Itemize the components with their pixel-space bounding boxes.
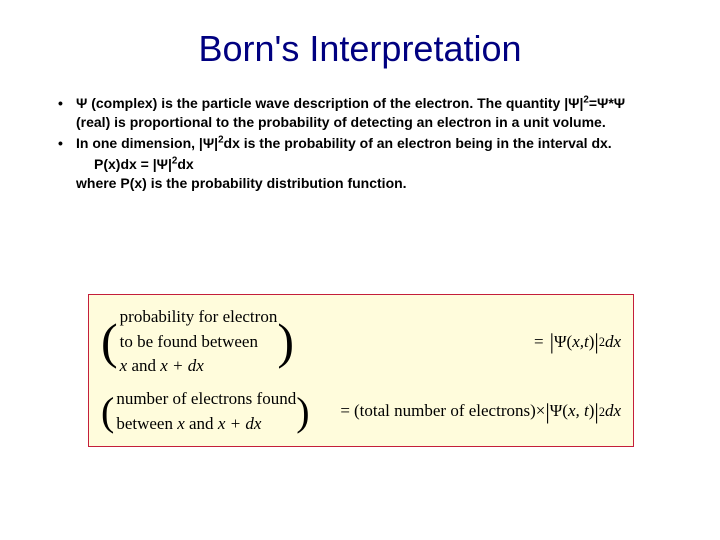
equation-row: ( number of electrons found between x an…: [101, 387, 621, 436]
where-line: where P(x) is the probability distributi…: [76, 174, 662, 193]
text-run: dx: [605, 330, 621, 355]
equation-box: ( probability for electron to be found b…: [88, 294, 634, 447]
equation-rhs: = |Ψ(x,t)|2 dx: [534, 330, 621, 355]
equals-sign: =: [340, 399, 350, 424]
text-run: number of electrons found: [116, 387, 296, 412]
brace-content: number of electrons found between x and …: [116, 387, 296, 436]
equation-line: P(x)dx = |Ψ|2dx: [94, 155, 662, 174]
bullet-marker: •: [58, 94, 76, 132]
text-run: probability for electron: [120, 305, 278, 330]
left-paren-icon: (: [101, 319, 118, 364]
right-paren-icon: ): [277, 319, 294, 364]
text-run: x and x + dx: [120, 354, 278, 379]
bullet-text: In one dimension, |Ψ|2dx is the probabil…: [76, 134, 662, 153]
bullet-marker: •: [58, 134, 76, 153]
text-run: to be found between: [120, 330, 278, 355]
equals-sign: =: [534, 330, 544, 355]
equation-row: ( probability for electron to be found b…: [101, 305, 621, 379]
text-run: (total number of electrons)×: [354, 399, 545, 424]
text-run: x, t: [568, 399, 589, 424]
equation-rhs: = (total number of electrons)× |Ψ(x, t)|…: [340, 399, 621, 424]
bullet-item: • Ψ (complex) is the particle wave descr…: [58, 94, 662, 132]
text-run: dx: [177, 156, 193, 172]
text-run: Ψ (complex) is the particle wave descrip…: [76, 95, 583, 111]
bullet-item: • In one dimension, |Ψ|2dx is the probab…: [58, 134, 662, 153]
left-paren-icon: (: [101, 394, 114, 430]
bullet-text: Ψ (complex) is the particle wave descrip…: [76, 94, 662, 132]
text-run: dx: [605, 399, 621, 424]
right-paren-icon: ): [296, 394, 309, 430]
text-run: Ψ(: [550, 399, 568, 424]
text-run: Ψ(: [554, 330, 572, 355]
brace-group: ( probability for electron to be found b…: [101, 305, 296, 379]
slide-title: Born's Interpretation: [0, 0, 720, 94]
text-run: dx is the probability of an electron bei…: [224, 135, 612, 151]
text-run: In one dimension, |Ψ|: [76, 135, 218, 151]
text-run: x,t: [572, 330, 589, 355]
bullet-list: • Ψ (complex) is the particle wave descr…: [0, 94, 720, 192]
brace-group: ( number of electrons found between x an…: [101, 387, 312, 436]
text-run: between x and x + dx: [116, 412, 296, 437]
brace-content: probability for electron to be found bet…: [120, 305, 278, 379]
text-run: P(x)dx = |Ψ|: [94, 156, 172, 172]
